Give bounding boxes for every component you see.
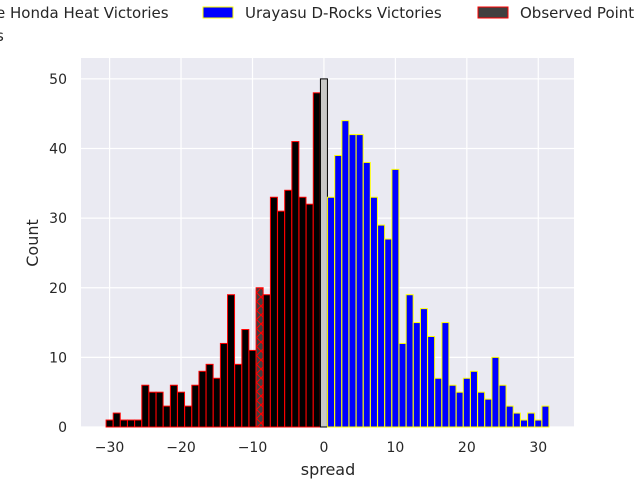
bar [448, 384, 457, 428]
x-tick-label: −20 [166, 440, 196, 456]
legend: e Honda Heat Victories Urayasu D-Rocks Vi… [0, 4, 634, 45]
bar [519, 419, 528, 428]
bar [477, 391, 486, 428]
bar [441, 322, 450, 428]
bar [498, 384, 507, 428]
bar [427, 335, 436, 428]
bar [491, 356, 500, 428]
bar [484, 398, 493, 428]
y-tick-label: 0 [58, 420, 67, 436]
x-axis-label: spread [301, 460, 356, 479]
bar [191, 384, 200, 428]
bar [512, 412, 521, 428]
bar [298, 196, 307, 428]
bar [141, 384, 150, 428]
x-tick-labels: −30 −20 −10 0 10 20 30 [95, 440, 547, 456]
bar [105, 419, 114, 428]
bar [305, 203, 314, 428]
bar [312, 92, 321, 428]
legend-label: s [0, 27, 4, 45]
bar [234, 363, 243, 428]
legend-swatch [202, 6, 234, 19]
bar [534, 419, 543, 428]
bar [169, 384, 178, 428]
bar [112, 412, 121, 428]
y-tick-label: 40 [49, 142, 67, 158]
legend-label: e Honda Heat Victories [0, 4, 169, 22]
bar [127, 419, 136, 428]
y-tick-label: 30 [49, 211, 67, 227]
x-tick-label: −10 [238, 440, 268, 456]
bar [384, 238, 393, 428]
bar [184, 405, 193, 428]
legend-swatch [477, 6, 509, 19]
bar [248, 349, 257, 428]
bar [212, 377, 221, 428]
bar [162, 405, 171, 428]
bar [527, 412, 536, 428]
bar [277, 210, 286, 428]
legend-label: Observed Point [520, 4, 634, 22]
bar [227, 294, 236, 428]
y-tick-labels: 0 10 20 30 40 50 [49, 72, 67, 436]
bar [419, 308, 428, 428]
bar [219, 342, 228, 428]
y-tick-label: 50 [49, 72, 67, 88]
bar [391, 168, 400, 428]
x-tick-label: −30 [95, 440, 125, 456]
bar [241, 329, 250, 428]
legend-label: Urayasu D-Rocks Victories [245, 4, 442, 22]
bar [541, 405, 550, 428]
x-tick-label: 20 [458, 440, 476, 456]
bar [198, 370, 207, 428]
bar [291, 141, 300, 428]
bar [405, 294, 414, 428]
bar [205, 363, 214, 428]
y-axis-label: Count [23, 219, 42, 267]
y-tick-label: 10 [49, 350, 67, 366]
bar [377, 224, 386, 428]
bar [334, 154, 343, 428]
bar [134, 419, 143, 428]
bar [155, 391, 164, 428]
bar [348, 134, 357, 428]
bar [412, 322, 421, 428]
bar [398, 342, 407, 428]
bar [369, 196, 378, 428]
bar [284, 189, 293, 428]
bar [341, 120, 350, 428]
bar [119, 419, 128, 428]
bar [148, 391, 157, 428]
bar [355, 134, 364, 428]
bar [319, 78, 328, 428]
bar [434, 377, 443, 428]
x-tick-label: 0 [319, 440, 328, 456]
bars [105, 78, 550, 428]
bar [455, 391, 464, 428]
bar [269, 196, 278, 428]
bar [262, 294, 271, 428]
bar [327, 196, 336, 428]
x-tick-label: 30 [529, 440, 547, 456]
observed-bar [255, 287, 264, 428]
bar [362, 161, 371, 428]
bar [462, 377, 471, 428]
y-tick-label: 20 [49, 281, 67, 297]
x-tick-label: 10 [386, 440, 404, 456]
bar [177, 391, 186, 428]
bar [505, 405, 514, 428]
bar [469, 370, 478, 428]
